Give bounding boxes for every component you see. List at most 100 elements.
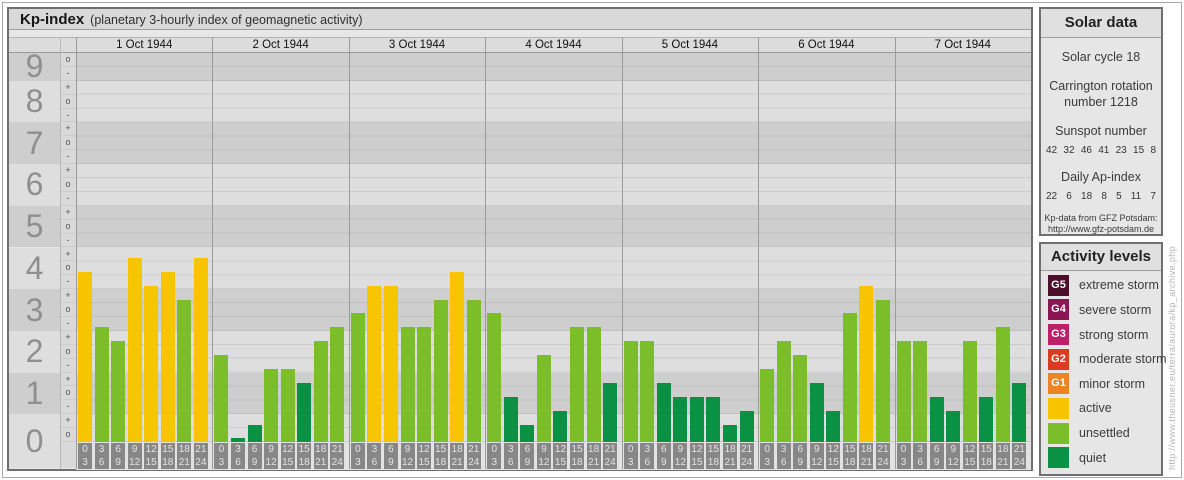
interval-start: 0 [764,444,770,455]
time-interval-label: 18 21 [995,443,1010,469]
interval-start: 9 [814,444,820,455]
interval-start: 21 [604,444,616,455]
time-interval-label: 12 15 [962,443,977,469]
interval-start: 12 [964,444,976,455]
interval-start: 12 [282,444,294,455]
sunspot-title: Sunspot number [1055,124,1147,138]
y-axis-tick-label: - [60,400,76,415]
kp-bar [809,383,824,442]
legend-row: unsettled [1041,422,1161,444]
kp-bar [450,272,465,442]
interval-end: 3 [900,457,907,468]
kp-bar [417,327,432,442]
interval-end: 6 [235,457,241,468]
sunspot-value: 46 [1080,145,1092,156]
kp-bar [177,300,192,442]
plot-stripe [76,53,1031,81]
interval-end: 9 [797,457,804,468]
kp-bar [264,369,279,442]
sunspot-value: 32 [1063,145,1075,156]
y-axis-tick-label: - [60,67,76,81]
interval-end: 9 [388,457,394,468]
y-axis-tick-label: + [60,206,76,220]
y-axis-tick-label: o [60,53,76,67]
y-axis-tick-label: + [60,331,76,345]
interval-end: 15 [282,457,294,468]
interval-end: 18 [435,457,447,468]
interval-start: 6 [251,444,258,455]
interval-end: 15 [827,457,839,468]
kp-bar [383,286,398,442]
kp-bar [466,300,481,442]
interval-end: 12 [265,457,277,468]
interval-end: 12 [674,457,686,468]
interval-start: 0 [491,444,498,455]
interval-end: 6 [917,457,923,468]
time-interval-label: 21 24 [1012,443,1027,469]
interval-end: 6 [371,457,378,468]
kp-bar [859,286,874,442]
y-axis-tick-label: + [60,373,76,387]
interval-end: 12 [129,457,141,468]
kp-bar [739,411,754,442]
carrington-line1: Carrington rotation [1049,79,1153,93]
kp-bar [896,341,911,442]
solar-cycle-text: Solar cycle 18 [1061,50,1141,64]
legend-swatch: G5 [1048,274,1069,296]
interval-end: 15 [418,457,430,468]
interval-end: 12 [947,457,959,468]
time-interval-label: 9 12 [809,443,824,469]
chart-title: Kp-index [20,11,85,28]
interval-start: 3 [371,444,378,455]
y-axis-number: 3 [9,289,60,331]
interval-start: 15 [707,444,720,455]
y-axis-number: 9 [9,48,60,84]
plot-stripe [76,122,1031,165]
time-interval-label: 15 18 [979,443,994,469]
ap-value: 18 [1081,191,1093,202]
interval-end: 12 [811,457,823,468]
legend-label: strong storm [1079,327,1149,342]
day-header-label: 7 Oct 1944 [934,39,991,51]
interval-start: 0 [627,444,634,455]
interval-end: 6 [508,457,514,468]
legend-label: severe storm [1079,302,1152,317]
activity-legend: G5 extreme storm G4 severe storm G3 strong st… [1041,271,1167,472]
y-axis-number: 5 [9,205,60,248]
interval-end: 24 [604,457,616,468]
kp-bar [367,286,382,442]
plot-stripe [76,247,1031,290]
interval-end: 3 [218,457,225,468]
kp-bar [111,341,126,442]
interval-end: 15 [145,457,157,468]
interval-end: 24 [331,457,343,468]
y-axis-tick-label: + [60,248,76,262]
time-interval-label: 21 24 [875,443,890,469]
day-header-label: 3 Oct 1944 [388,39,446,51]
plot-bars [76,53,1031,442]
interval-start: 18 [588,444,600,455]
interval-start: 6 [933,444,940,455]
time-interval-label: 12 15 [280,443,295,469]
legend-swatch [1048,447,1069,469]
kp-bar [995,327,1010,442]
kp-bar [350,313,365,442]
time-interval-label: 18 21 [177,443,192,469]
time-interval-label: 12 15 [417,443,432,469]
interval-end: 9 [115,457,121,468]
y-axis-tick-label: o [60,178,76,192]
ap-value: 5 [1116,191,1122,202]
time-interval-label: 15 18 [297,443,312,469]
kp-bar [553,411,568,442]
kp-bar [78,272,92,442]
y-axis-tick-label: o [60,261,76,276]
interval-start: 18 [724,444,736,455]
